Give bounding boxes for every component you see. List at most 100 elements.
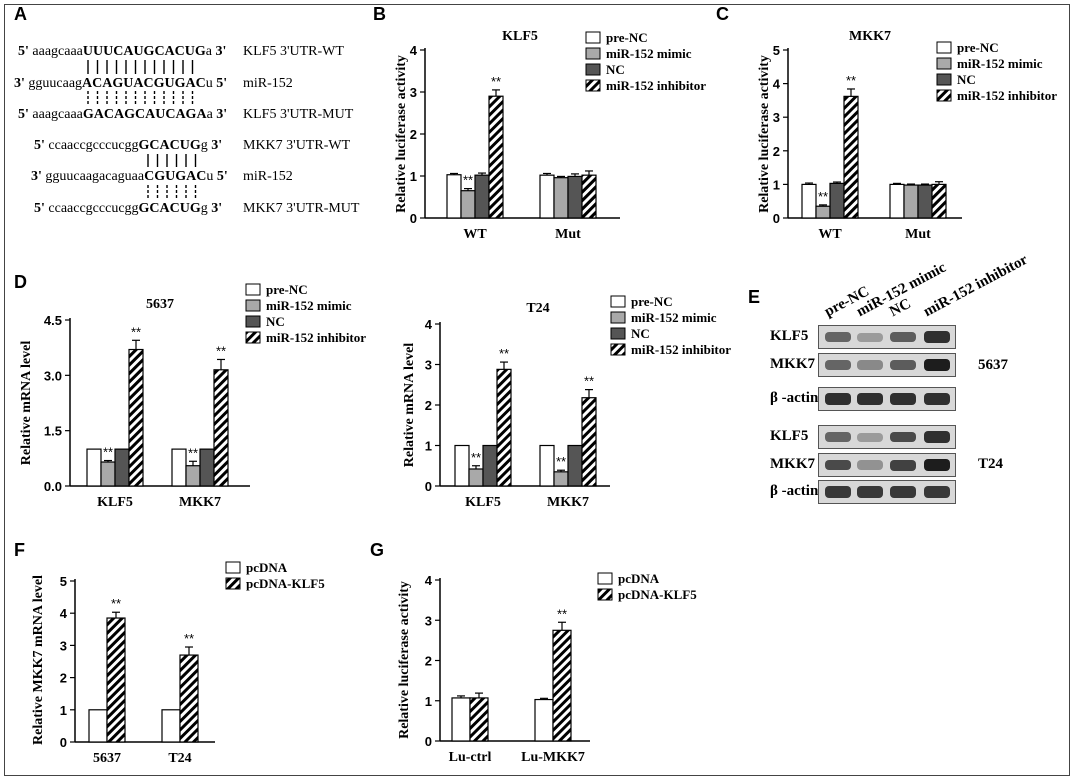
legend-swatch [610, 343, 626, 356]
bar [460, 190, 476, 219]
y-tick-label: 4 [410, 43, 418, 58]
blot-band [825, 459, 851, 471]
blot-cell-line: T24 [978, 456, 1004, 472]
legend-swatch [585, 63, 601, 76]
legend-entry: pre-NC [631, 294, 673, 309]
blot-band [890, 486, 916, 498]
legend-swatch [225, 561, 241, 574]
x-tick-label: MKK7 [547, 495, 589, 510]
y-tick-label: 2 [773, 144, 780, 159]
significance-label: ** [491, 74, 501, 89]
bar [581, 397, 597, 487]
sequence-name: miR-152 [243, 76, 293, 91]
panel-label-b: B [373, 4, 386, 24]
y-tick-label: 1 [60, 703, 67, 718]
bar [482, 444, 498, 487]
blot-band [890, 359, 916, 371]
x-tick-label: Lu-MKK7 [521, 750, 585, 765]
significance-label: ** [818, 189, 828, 204]
bar [889, 183, 905, 219]
y-tick-label: 4 [425, 573, 433, 588]
x-tick-label: Lu-ctrl [449, 750, 492, 765]
legend-swatch [936, 41, 952, 54]
bar [553, 177, 569, 219]
bar [451, 697, 471, 742]
y-tick-label: 4 [773, 77, 781, 92]
x-tick-label: 5637 [93, 751, 121, 766]
bar [496, 368, 512, 487]
chart-title: T24 [526, 301, 549, 316]
legend-swatch [610, 327, 626, 340]
bar [469, 697, 489, 742]
sequence-row: 3' gguucaagacaguaaCGUGACu 5' [31, 169, 228, 184]
sequence-name: KLF5 3'UTR-WT [243, 44, 344, 59]
legend-swatch [610, 295, 626, 308]
sequence-name: KLF5 3'UTR-MUT [243, 107, 354, 122]
blot-row-label: β -actin [770, 483, 819, 499]
significance-label: ** [846, 73, 856, 88]
y-tick-label: 0 [410, 211, 417, 226]
blot-band [890, 393, 916, 405]
chart-title: 5637 [146, 297, 174, 312]
significance-label: ** [471, 450, 481, 465]
legend-entry: miR-152 inhibitor [957, 88, 1057, 103]
legend-entry: pre-NC [957, 40, 999, 55]
x-tick-label: KLF5 [97, 495, 133, 510]
bar [815, 205, 831, 219]
figure-frame [4, 4, 1070, 776]
blot-row-label: MKK7 [770, 356, 815, 372]
blot-band [890, 459, 916, 471]
y-tick-label: 3 [773, 110, 780, 125]
legend-entry: pre-NC [266, 282, 308, 297]
legend-entry: NC [266, 314, 285, 329]
blot-band [825, 331, 851, 343]
bar [88, 709, 108, 743]
blot-cell-line: 5637 [978, 357, 1008, 373]
blot-band [857, 460, 883, 470]
legend-swatch [597, 588, 613, 601]
legend-swatch [225, 577, 241, 590]
y-tick-label: 3 [60, 638, 67, 653]
bar [829, 182, 845, 219]
blot-band [857, 360, 883, 370]
legend-swatch [245, 299, 261, 312]
legend-entry: NC [957, 72, 976, 87]
x-tick-label: KLF5 [465, 495, 501, 510]
panel-label-f: F [14, 540, 25, 560]
y-tick-label: 4 [60, 606, 68, 621]
sequence-row: 5' aaagcaaaGACAGCAUCAGAa 3' [18, 107, 228, 122]
y-tick-label: 3 [410, 85, 417, 100]
y-tick-label: 2 [60, 671, 67, 686]
sequence-row: 5' aaagcaaaUUUCAUGCACUGa 3' [18, 44, 227, 59]
legend-entry: miR-152 inhibitor [266, 330, 366, 345]
y-tick-label: 0 [773, 211, 780, 226]
bar [179, 654, 199, 743]
y-tick-label: 0 [425, 479, 432, 494]
significance-label: ** [184, 631, 194, 646]
blot-band [857, 486, 883, 498]
legend-entry: pcDNA [618, 571, 660, 586]
legend-swatch [936, 73, 952, 86]
legend-swatch [585, 47, 601, 60]
bar [468, 468, 484, 487]
y-axis-label: Relative luciferase activity [757, 55, 772, 213]
blot-band [924, 359, 950, 371]
sequence-name: MKK7 3'UTR-WT [243, 138, 351, 153]
legend-entry: miR-152 inhibitor [606, 78, 706, 93]
sequence-row: 3' gguucaagACAGUACGUGACu 5' [14, 76, 228, 91]
bar [446, 174, 462, 219]
legend-swatch [610, 311, 626, 324]
bar [801, 183, 817, 219]
blot-band [890, 331, 916, 343]
significance-label: ** [556, 454, 566, 469]
chart-g: 0 1 2 3 4 Relative luciferase activity Lu-ctrl… [397, 571, 697, 765]
y-tick-label: 1 [773, 177, 780, 192]
legend-entry: pcDNA-KLF5 [618, 587, 697, 602]
y-tick-label: 3 [425, 613, 432, 628]
blot-row-label: β -actin [770, 390, 819, 406]
significance-label: ** [557, 606, 567, 621]
blot-band [825, 431, 851, 443]
